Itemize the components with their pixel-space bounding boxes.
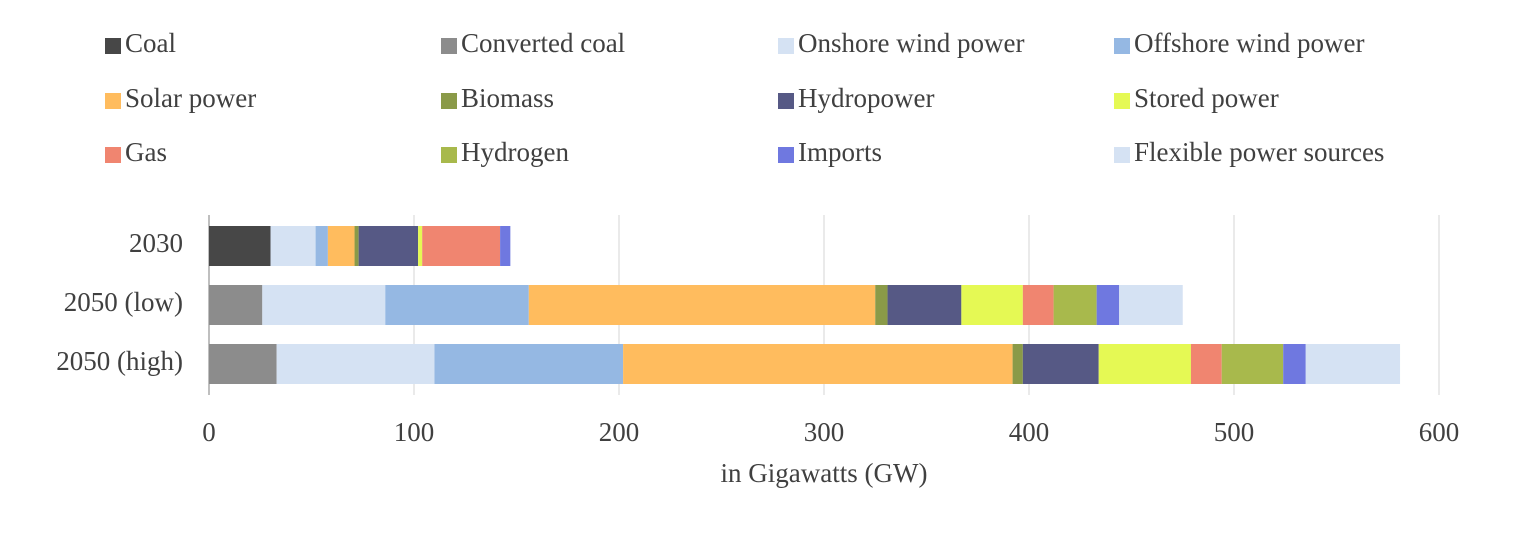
- bar-segment: [354, 226, 359, 266]
- bar-segment: [1012, 344, 1023, 384]
- legend-swatch: [441, 38, 457, 54]
- bar-segment: [385, 285, 529, 325]
- bar-segment: [1283, 344, 1306, 384]
- legend-swatch: [105, 147, 121, 163]
- bar-segment: [327, 226, 355, 266]
- bar-segment: [315, 226, 328, 266]
- bar-segment: [1022, 285, 1054, 325]
- bar-segment: [209, 226, 271, 266]
- legend-label: Offshore wind power: [1134, 28, 1364, 58]
- x-tick-label: 500: [1214, 417, 1255, 447]
- legend-swatch: [105, 93, 121, 109]
- y-tick-label: 2050 (low): [64, 287, 183, 317]
- legend-swatch: [778, 147, 794, 163]
- legend-label: Onshore wind power: [798, 28, 1024, 58]
- legend-swatch: [105, 38, 121, 54]
- legend-swatch: [1114, 93, 1130, 109]
- legend-label: Coal: [125, 28, 176, 58]
- y-tick-label: 2050 (high): [56, 346, 183, 376]
- legend-label: Stored power: [1134, 83, 1279, 113]
- y-tick-label: 2030: [129, 228, 183, 258]
- bar-segment: [1098, 344, 1191, 384]
- legend-swatch: [441, 147, 457, 163]
- legend-swatch: [1114, 38, 1130, 54]
- bar-segment: [270, 226, 316, 266]
- legend-label: Hydropower: [798, 83, 934, 113]
- x-tick-label: 200: [599, 417, 640, 447]
- bar-segment: [1096, 285, 1120, 325]
- bar-segment: [500, 226, 511, 266]
- bar-segment: [358, 226, 419, 266]
- bar-segment: [276, 344, 435, 384]
- x-tick-label: 0: [202, 417, 216, 447]
- legend-label: Converted coal: [461, 28, 625, 58]
- bar-segment: [434, 344, 624, 384]
- bar-segment: [262, 285, 386, 325]
- bar-segment: [1190, 344, 1222, 384]
- bar-segment: [422, 226, 501, 266]
- bar-segment: [1221, 344, 1284, 384]
- legend-label: Solar power: [125, 83, 256, 113]
- bar-segment: [623, 344, 1013, 384]
- legend-swatch: [778, 93, 794, 109]
- bar-segment: [418, 226, 423, 266]
- bar-segment: [875, 285, 888, 325]
- bar-segment: [887, 285, 962, 325]
- legend-label: Gas: [125, 137, 167, 167]
- legend-label: Hydrogen: [461, 137, 569, 167]
- bar-segment: [209, 344, 277, 384]
- bar-segment: [1305, 344, 1401, 384]
- bar-segment: [1119, 285, 1183, 325]
- bar-segment: [1053, 285, 1097, 325]
- legend-swatch: [441, 93, 457, 109]
- bar-segment: [528, 285, 876, 325]
- legend-swatch: [1114, 147, 1130, 163]
- x-tick-label: 400: [1009, 417, 1050, 447]
- x-tick-label: 100: [394, 417, 435, 447]
- x-tick-label: 600: [1419, 417, 1460, 447]
- legend-label: Imports: [798, 137, 882, 167]
- legend-label: Flexible power sources: [1134, 137, 1384, 167]
- x-axis-title: in Gigawatts (GW): [721, 458, 928, 488]
- bar-segment: [209, 285, 263, 325]
- bar-segment: [961, 285, 1023, 325]
- bar-segment: [1022, 344, 1099, 384]
- legend-swatch: [778, 38, 794, 54]
- legend-label: Biomass: [461, 83, 554, 113]
- x-tick-label: 300: [804, 417, 845, 447]
